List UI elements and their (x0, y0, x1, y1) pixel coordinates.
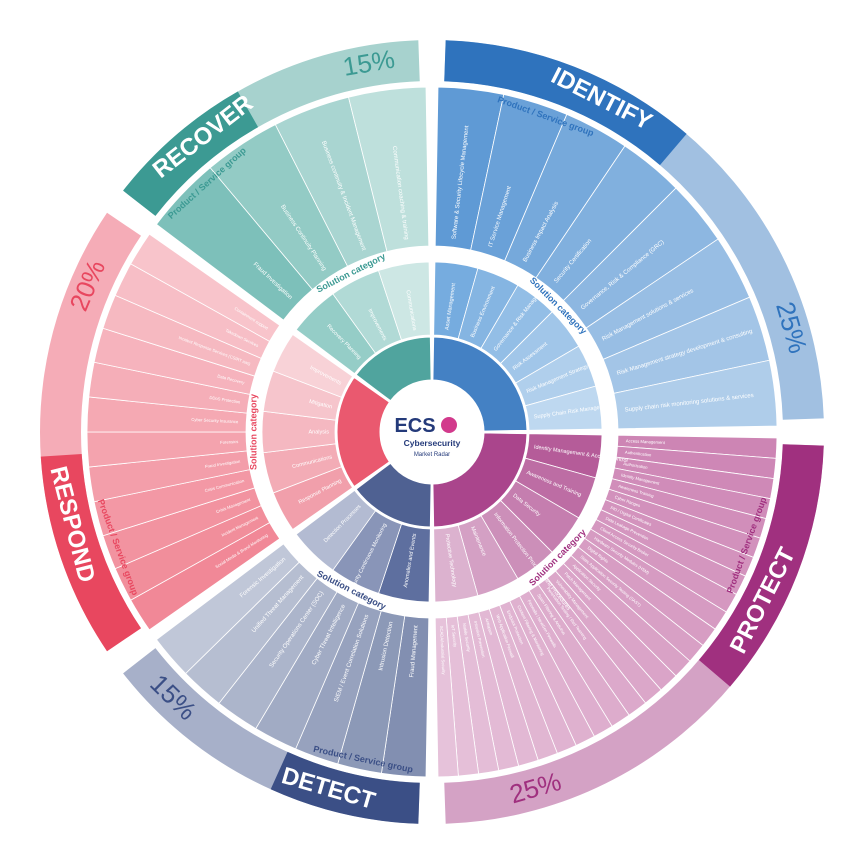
recover-band (123, 40, 420, 216)
protect-product-segment (434, 617, 459, 778)
respond-product-label: Cyber Security Insurance (191, 417, 239, 424)
recover-core-segment (355, 336, 432, 402)
respond-core-segment (336, 376, 391, 488)
recover-solution-segment (378, 261, 431, 341)
center-subtitle: Market Radar (414, 452, 450, 458)
respond-product-label: Fraud Investigation (205, 459, 242, 469)
respond-product-label: DDoS Protection (209, 395, 241, 405)
respond-solution-header: Solution category (248, 394, 258, 470)
detect-product-label: Fraud Management (409, 625, 419, 678)
detect-core-segment (355, 462, 432, 528)
protect-product-label: SCADA/Industrial Security (439, 626, 446, 676)
identify-solution-segment (524, 385, 603, 431)
protect-product-label: Antispam (484, 617, 494, 636)
respond-solution-label: Analysis (309, 429, 330, 435)
protect-product-label: Authorisation (623, 461, 649, 470)
identify-band-accent (444, 40, 687, 166)
respond-band-accent (40, 454, 142, 652)
respond-product-label: Forensics (220, 439, 238, 445)
protect-product-label: IoT Security (450, 625, 457, 649)
detect-solution-segment (295, 489, 377, 571)
identify-product-segment (613, 359, 778, 430)
protect-product-label: Access Management (626, 438, 666, 445)
center-title: Cybersecurity (404, 438, 461, 448)
center-disc (382, 382, 482, 482)
globe-icon (441, 417, 457, 433)
respond-solution-segment (272, 333, 354, 398)
protect-product-label: Authentication (625, 450, 653, 458)
identify-core-segment (432, 336, 528, 432)
protect-band-accent (698, 444, 824, 687)
respond-product-segment (130, 233, 281, 342)
protect-product-label: Mobile Security (462, 623, 472, 653)
recover-product-segment (348, 86, 430, 253)
detect-product-segment (155, 543, 300, 675)
center-logo: ECS (394, 415, 435, 437)
respond-solution-label: Mitigation (308, 399, 332, 411)
protect-core-segment (432, 432, 528, 528)
protect-solution-segment (433, 524, 479, 603)
detect-band-accent (270, 751, 420, 824)
recover-band-accent (123, 91, 259, 216)
